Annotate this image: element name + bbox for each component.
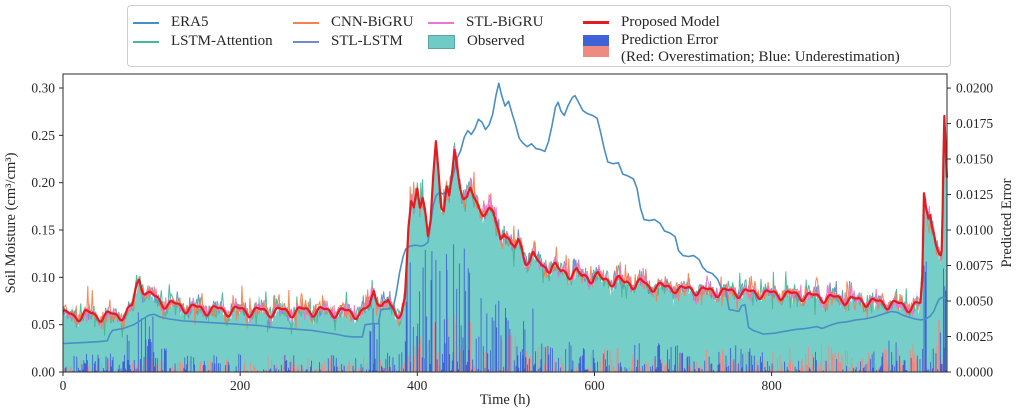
svg-text:0.00: 0.00	[31, 365, 55, 380]
legend-column-1: ERA5 LSTM-Attention	[133, 13, 273, 51]
lstm-attention-line-swatch	[133, 40, 159, 43]
svg-text:0.0075: 0.0075	[956, 258, 993, 273]
svg-text:600: 600	[584, 378, 605, 393]
stl-lstm-line-swatch	[293, 40, 319, 43]
svg-text:0: 0	[60, 378, 67, 393]
prediction-error-patch-swatch	[583, 35, 609, 57]
stl-bigru-line-swatch	[428, 21, 454, 24]
plot-data-layer	[62, 82, 949, 373]
legend-label-observed: Observed	[467, 33, 525, 49]
legend-label-proposed-model: Proposed Model	[621, 14, 720, 30]
svg-text:400: 400	[407, 378, 428, 393]
svg-text:0.10: 0.10	[31, 270, 55, 285]
era5-line	[62, 82, 948, 345]
legend-item-era5: ERA5	[133, 13, 273, 32]
overestimation-bars	[64, 244, 948, 372]
legend-label-era5: ERA5	[171, 14, 209, 30]
legend-label-lstm-attention: LSTM-Attention	[171, 33, 273, 49]
svg-text:0.15: 0.15	[31, 223, 55, 238]
prediction-error-sublabel: (Red: Overestimation; Blue: Underestimat…	[621, 49, 900, 65]
svg-text:0.0025: 0.0025	[956, 329, 993, 344]
legend-label-cnn-bigru: CNN-BiGRU	[331, 14, 414, 30]
svg-text:0.05: 0.05	[31, 317, 55, 332]
plot-axes-layer: 0.00 0.05 0.10 0.15 0.20 0.25 0.30 0.0000 0.0025…	[31, 73, 993, 393]
svg-text:0.0100: 0.0100	[956, 223, 993, 238]
svg-text:0.0200: 0.0200	[956, 81, 993, 96]
legend-item-observed: Observed	[428, 32, 544, 51]
legend-item-lstm-attention: LSTM-Attention	[133, 32, 273, 51]
legend-item-proposed-model: Proposed Model	[583, 13, 900, 32]
legend-item-prediction-error: Prediction Error (Red: Overestimation; B…	[583, 32, 900, 66]
svg-text:0.25: 0.25	[31, 128, 55, 143]
era5-line-swatch	[133, 21, 159, 24]
x-axis-label: Time (h)	[480, 392, 531, 408]
proposed-model-line-swatch	[583, 21, 609, 24]
observed-patch-swatch	[428, 34, 455, 49]
overestimation-red-patch	[583, 46, 609, 57]
legend-column-2: CNN-BiGRU STL-LSTM	[293, 13, 414, 51]
svg-text:200: 200	[230, 378, 251, 393]
svg-text:0.0175: 0.0175	[956, 116, 993, 131]
right-axis-label: Predicted Error	[999, 178, 1015, 267]
proposed-model-line	[62, 114, 949, 323]
svg-text:0.30: 0.30	[31, 81, 55, 96]
prediction-error-label: Prediction Error	[621, 32, 719, 48]
legend-item-stl-lstm: STL-LSTM	[293, 32, 414, 51]
legend: ERA5 LSTM-Attention CNN-BiGRU STL-LSTM S…	[127, 5, 951, 67]
legend-label-prediction-error: Prediction Error (Red: Overestimation; B…	[621, 32, 900, 66]
legend-column-4: Proposed Model Prediction Error (Red: Ov…	[583, 13, 900, 66]
svg-text:0.0050: 0.0050	[956, 294, 993, 309]
left-axis-label: Soil Moisture (cm³/cm³)	[3, 152, 19, 293]
cnn-bigru-line-swatch	[293, 21, 319, 24]
legend-item-stl-bigru: STL-BiGRU	[428, 13, 544, 32]
legend-column-3: STL-BiGRU Observed	[428, 13, 544, 51]
svg-text:0.0125: 0.0125	[956, 187, 993, 202]
svg-text:0.0000: 0.0000	[956, 365, 993, 380]
observed-area	[63, 116, 947, 373]
svg-text:0.0150: 0.0150	[956, 152, 993, 167]
legend-label-stl-lstm: STL-LSTM	[331, 33, 403, 49]
svg-text:800: 800	[761, 378, 782, 393]
legend-label-stl-bigru: STL-BiGRU	[466, 14, 544, 30]
legend-item-cnn-bigru: CNN-BiGRU	[293, 13, 414, 32]
svg-text:0.20: 0.20	[31, 175, 55, 190]
underestimation-blue-patch	[583, 35, 609, 46]
